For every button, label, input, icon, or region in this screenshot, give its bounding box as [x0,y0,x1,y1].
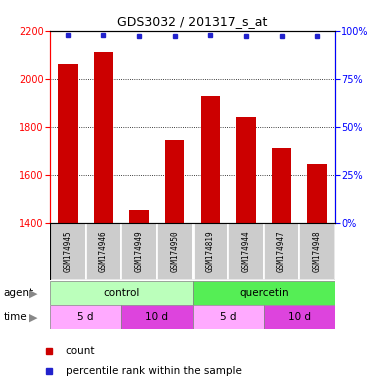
Bar [272,148,291,223]
Bar [165,140,184,223]
Text: quercetin: quercetin [239,288,288,298]
Bar [201,96,220,223]
Bar [129,210,149,223]
Bar [50,305,121,329]
Text: count: count [65,346,95,356]
Bar [121,305,192,329]
Text: GSM174946: GSM174946 [99,231,108,272]
Text: 10 d: 10 d [146,312,168,322]
Bar [121,223,157,280]
Bar [264,223,300,280]
Bar [236,117,256,223]
Text: ▶: ▶ [28,312,37,322]
Text: control: control [103,288,139,298]
Text: percentile rank within the sample: percentile rank within the sample [65,366,241,376]
Bar [300,223,335,280]
Text: 10 d: 10 d [288,312,311,322]
Title: GDS3032 / 201317_s_at: GDS3032 / 201317_s_at [117,15,268,28]
Bar [192,281,335,305]
Text: time: time [4,312,27,322]
Bar [192,223,228,280]
Text: 5 d: 5 d [77,312,94,322]
Bar [228,223,264,280]
Bar [264,305,335,329]
Bar [50,223,85,280]
Text: GSM174948: GSM174948 [313,231,321,272]
Text: 5 d: 5 d [220,312,236,322]
Text: GSM174949: GSM174949 [135,231,144,272]
Bar [50,281,192,305]
Text: ▶: ▶ [28,288,37,298]
Text: GSM174945: GSM174945 [64,231,72,272]
Text: GSM174819: GSM174819 [206,231,215,272]
Bar [157,223,192,280]
Text: agent: agent [4,288,34,298]
Bar [58,65,78,223]
Bar [94,52,113,223]
Text: GSM174944: GSM174944 [241,231,250,272]
Bar [85,223,121,280]
Bar [192,305,264,329]
Text: GSM174947: GSM174947 [277,231,286,272]
Text: GSM174950: GSM174950 [170,231,179,272]
Bar [307,164,327,223]
